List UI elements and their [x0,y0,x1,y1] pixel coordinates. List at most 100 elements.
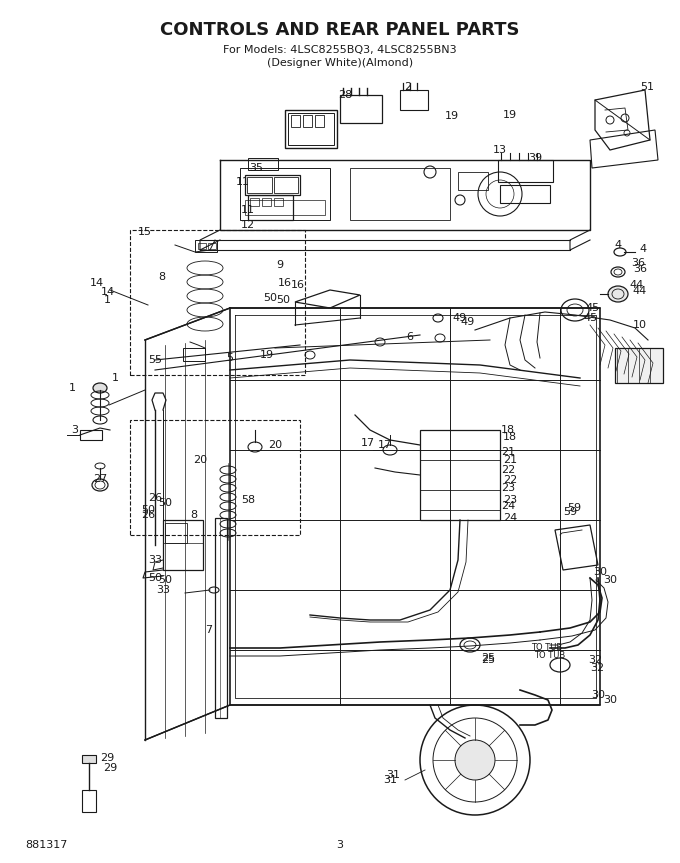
Text: 12: 12 [241,220,255,230]
Text: 24: 24 [503,513,517,523]
Text: 21: 21 [501,447,515,457]
Text: 13: 13 [493,145,507,155]
Text: 50: 50 [276,295,290,305]
Text: 19: 19 [260,350,274,360]
Text: 11: 11 [241,205,255,215]
Bar [291,115,300,127]
Bar [262,198,271,206]
Text: 17: 17 [378,440,392,450]
Text: 31: 31 [383,775,397,785]
Bar [400,90,428,110]
Text: 17: 17 [361,438,375,448]
Text: 44: 44 [630,280,644,290]
Bar [420,430,500,520]
Text: 20: 20 [193,455,207,465]
Text: 1: 1 [103,295,110,305]
Text: 51: 51 [640,82,654,92]
Bar [340,95,382,123]
Text: 15: 15 [138,227,152,237]
Text: For Models: 4LSC8255BQ3, 4LSC8255BN3: For Models: 4LSC8255BQ3, 4LSC8255BN3 [223,45,457,55]
Text: 19: 19 [445,111,459,121]
Text: 33: 33 [148,555,162,565]
Bar [350,168,450,220]
Bar [80,430,102,440]
Text: 50: 50 [263,293,277,303]
Bar [250,198,259,206]
Text: 8: 8 [190,510,198,520]
Text: 2: 2 [405,82,411,92]
Bar [215,518,227,718]
Text: 1: 1 [69,383,75,393]
Text: 6: 6 [407,332,413,342]
Text: 44: 44 [633,286,647,296]
Bar [285,110,337,148]
Bar [274,177,298,193]
Text: 20: 20 [268,440,282,450]
Text: 23: 23 [503,495,517,505]
Text: 28: 28 [338,90,352,100]
Bar [247,177,272,193]
Text: 5: 5 [226,353,233,363]
Bar [130,230,305,375]
Text: 59: 59 [563,507,577,517]
Bar [163,520,203,570]
Text: 18: 18 [503,432,517,442]
Bar [183,348,205,361]
Text: 1: 1 [112,373,118,383]
Bar [195,240,217,252]
Text: 49: 49 [461,317,475,327]
Text: 9: 9 [277,260,284,270]
Text: 4: 4 [615,240,622,250]
Bar [245,175,300,195]
Text: 22: 22 [503,475,517,485]
Bar [458,172,488,190]
Bar [500,185,550,203]
Bar [248,195,293,220]
Text: 30: 30 [593,567,607,577]
Text: 36: 36 [633,264,647,274]
Text: 49: 49 [453,313,467,323]
Text: 19: 19 [503,110,517,120]
Bar [165,523,187,543]
Text: 31: 31 [386,770,400,780]
Text: 24: 24 [501,501,515,511]
Text: 59: 59 [567,503,581,513]
Text: 26: 26 [141,510,155,520]
Text: 14: 14 [101,287,115,297]
Bar [615,348,663,383]
Text: 25: 25 [481,655,495,665]
Text: TO TUB: TO TUB [531,644,562,652]
Bar [274,198,283,206]
Text: 58: 58 [241,495,255,505]
Bar [498,160,553,182]
Text: TO TUB: TO TUB [534,651,566,659]
Text: 10: 10 [633,320,647,330]
Ellipse shape [93,383,107,393]
Text: 7: 7 [205,625,213,635]
Text: 36: 36 [631,258,645,268]
Text: 3: 3 [71,425,78,435]
Bar [288,113,334,145]
Text: 23: 23 [501,483,515,493]
Text: (Designer White)(Almond): (Designer White)(Almond) [267,58,413,68]
Bar [82,790,96,812]
Text: 50: 50 [141,505,155,515]
Text: 27: 27 [93,474,107,484]
Text: 11: 11 [236,177,250,187]
Text: CONTROLS AND REAR PANEL PARTS: CONTROLS AND REAR PANEL PARTS [160,21,520,39]
Text: 3: 3 [337,840,343,850]
Bar [303,115,312,127]
Text: 35: 35 [249,163,263,173]
Text: 16: 16 [278,278,292,288]
Text: 32: 32 [588,655,602,665]
Text: 14: 14 [90,278,104,288]
Bar [82,755,96,763]
Text: 39: 39 [528,153,542,163]
Text: 30: 30 [603,695,617,705]
Text: 55: 55 [148,355,162,365]
Text: 50: 50 [158,498,172,508]
Bar [240,168,330,220]
Text: 45: 45 [583,313,597,323]
Text: 25: 25 [481,653,495,663]
Text: 22: 22 [501,465,515,475]
